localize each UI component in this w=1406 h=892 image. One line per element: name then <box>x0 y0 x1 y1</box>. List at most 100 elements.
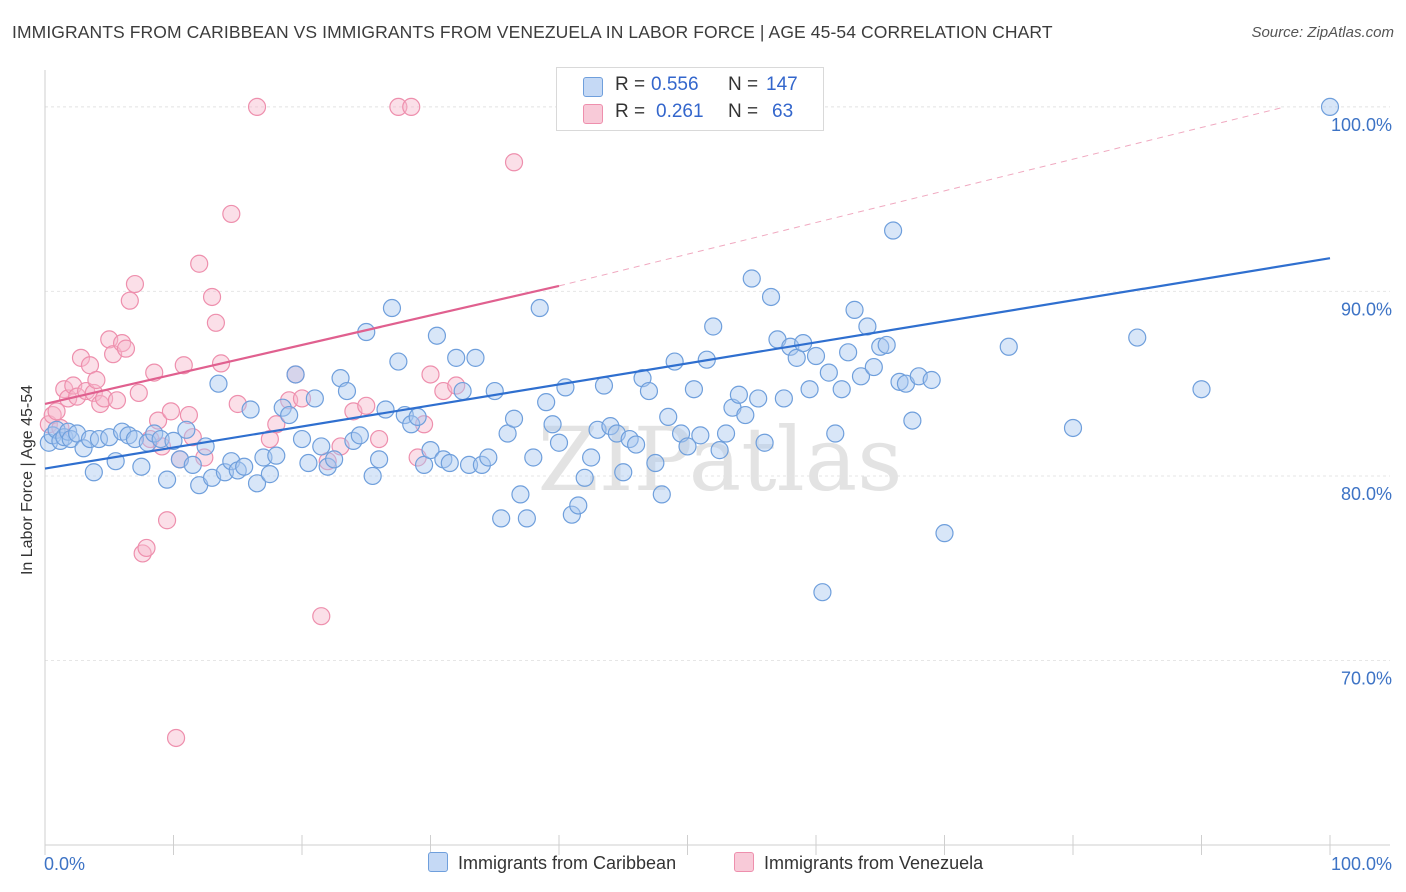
venezuela-point <box>421 365 440 384</box>
caribbean-point <box>749 389 768 408</box>
venezuela-legend-label: Immigrants from Venezuela <box>764 853 984 873</box>
caribbean-point <box>594 376 614 395</box>
caribbean-point <box>299 453 318 473</box>
venezuela-point <box>247 97 267 117</box>
caribbean-point <box>235 457 254 476</box>
caribbean-point <box>492 509 511 528</box>
y-tick-label: 90.0% <box>1341 299 1392 319</box>
caribbean-point <box>157 470 177 489</box>
caribbean-trend-line <box>44 257 1331 470</box>
caribbean-points <box>39 97 1340 602</box>
caribbean-point <box>922 370 941 390</box>
venezuela-point <box>357 396 376 415</box>
caribbean-point <box>729 385 749 404</box>
venezuela-point <box>370 429 389 449</box>
caribbean-point <box>370 450 389 469</box>
caribbean-point <box>1320 97 1340 117</box>
caribbean-point <box>318 457 337 476</box>
caribbean-point <box>1063 418 1083 438</box>
x-tick-label-min: 0.0% <box>44 854 85 874</box>
caribbean-point <box>704 317 723 336</box>
caribbean-point <box>626 435 646 454</box>
caribbean-point <box>684 380 704 399</box>
venezuela-point <box>116 339 136 358</box>
venezuela-point <box>202 287 222 307</box>
caribbean-point <box>511 485 530 504</box>
caribbean-point <box>819 363 838 382</box>
venezuela-point <box>183 428 202 447</box>
venezuela-swatch <box>583 104 603 124</box>
legend-r-label: R = <box>615 74 646 95</box>
venezuela-point <box>190 254 209 273</box>
caribbean-point <box>871 337 890 356</box>
caribbean-point <box>646 453 665 473</box>
venezuela-point <box>161 402 181 421</box>
venezuela-point <box>504 153 524 172</box>
venezuela-point <box>179 405 199 425</box>
y-axis-label: In Labor Force | Age 45-54 <box>19 384 36 576</box>
venezuela-point <box>174 356 193 375</box>
caribbean-swatch <box>583 77 603 97</box>
venezuela-point <box>87 370 106 390</box>
caribbean-r-value: 0.556 <box>651 74 699 95</box>
y-tick-label: 70.0% <box>1341 668 1392 688</box>
caribbean-point <box>864 357 883 377</box>
caribbean-point <box>652 485 671 504</box>
caribbean-point <box>247 474 267 493</box>
caribbean-point <box>639 381 659 401</box>
trend-lines <box>44 106 1331 470</box>
caribbean-point <box>935 524 954 543</box>
caribbean-point <box>736 405 755 425</box>
gridlines <box>45 106 1390 661</box>
venezuela-points <box>39 97 524 748</box>
caribbean-point <box>267 446 286 465</box>
caribbean-point <box>826 424 845 443</box>
venezuela-point <box>312 607 331 626</box>
correlation-legend: R = 0.556 N = 147 R = 0.261 N = 63 <box>556 67 824 131</box>
caribbean-point <box>376 400 395 419</box>
caribbean-point <box>832 380 851 399</box>
axes <box>44 70 1390 855</box>
caribbean-point <box>678 437 697 456</box>
legend-caribbean: Immigrants from Caribbean <box>428 852 676 874</box>
venezuela-point <box>125 274 145 294</box>
caribbean-point <box>260 465 279 484</box>
caribbean-n-value: 147 <box>766 74 798 95</box>
caribbean-point <box>851 367 871 386</box>
caribbean-point <box>382 298 402 318</box>
legend-n-label: N = <box>728 101 759 122</box>
caribbean-point <box>813 583 832 602</box>
caribbean-point <box>659 407 678 427</box>
y-tick-label: 80.0% <box>1341 484 1392 504</box>
caribbean-point <box>479 448 498 467</box>
venezuela-n-value: 63 <box>772 101 794 122</box>
caribbean-point <box>710 441 729 460</box>
venezuela-point <box>389 97 408 117</box>
caribbean-point <box>575 468 594 487</box>
caribbean-point <box>839 343 858 362</box>
caribbean-point <box>305 389 324 408</box>
caribbean-point <box>517 509 536 528</box>
caribbean-point <box>427 326 447 345</box>
venezuela-point <box>137 538 156 558</box>
venezuela-r-value: 0.261 <box>656 101 704 122</box>
caribbean-point <box>164 431 183 450</box>
caribbean-point <box>890 372 909 391</box>
caribbean-point <box>84 463 103 482</box>
caribbean-point <box>716 424 736 443</box>
chart-title: IMMIGRANTS FROM CARIBBEAN VS IMMIGRANTS … <box>12 22 1053 42</box>
caribbean-point <box>549 433 569 452</box>
caribbean-point <box>903 411 922 430</box>
caribbean-point <box>537 393 556 412</box>
caribbean-point <box>543 415 562 434</box>
venezuela-point <box>222 204 241 224</box>
caribbean-point <box>742 269 761 288</box>
venezuela-point <box>414 415 434 434</box>
caribbean-legend-label: Immigrants from Caribbean <box>458 853 677 873</box>
caribbean-point <box>614 463 633 482</box>
caribbean-point <box>472 455 491 474</box>
caribbean-point <box>562 505 581 524</box>
caribbean-point <box>363 466 382 486</box>
x-tick-labels: 0.0% 100.0% <box>44 854 1392 874</box>
